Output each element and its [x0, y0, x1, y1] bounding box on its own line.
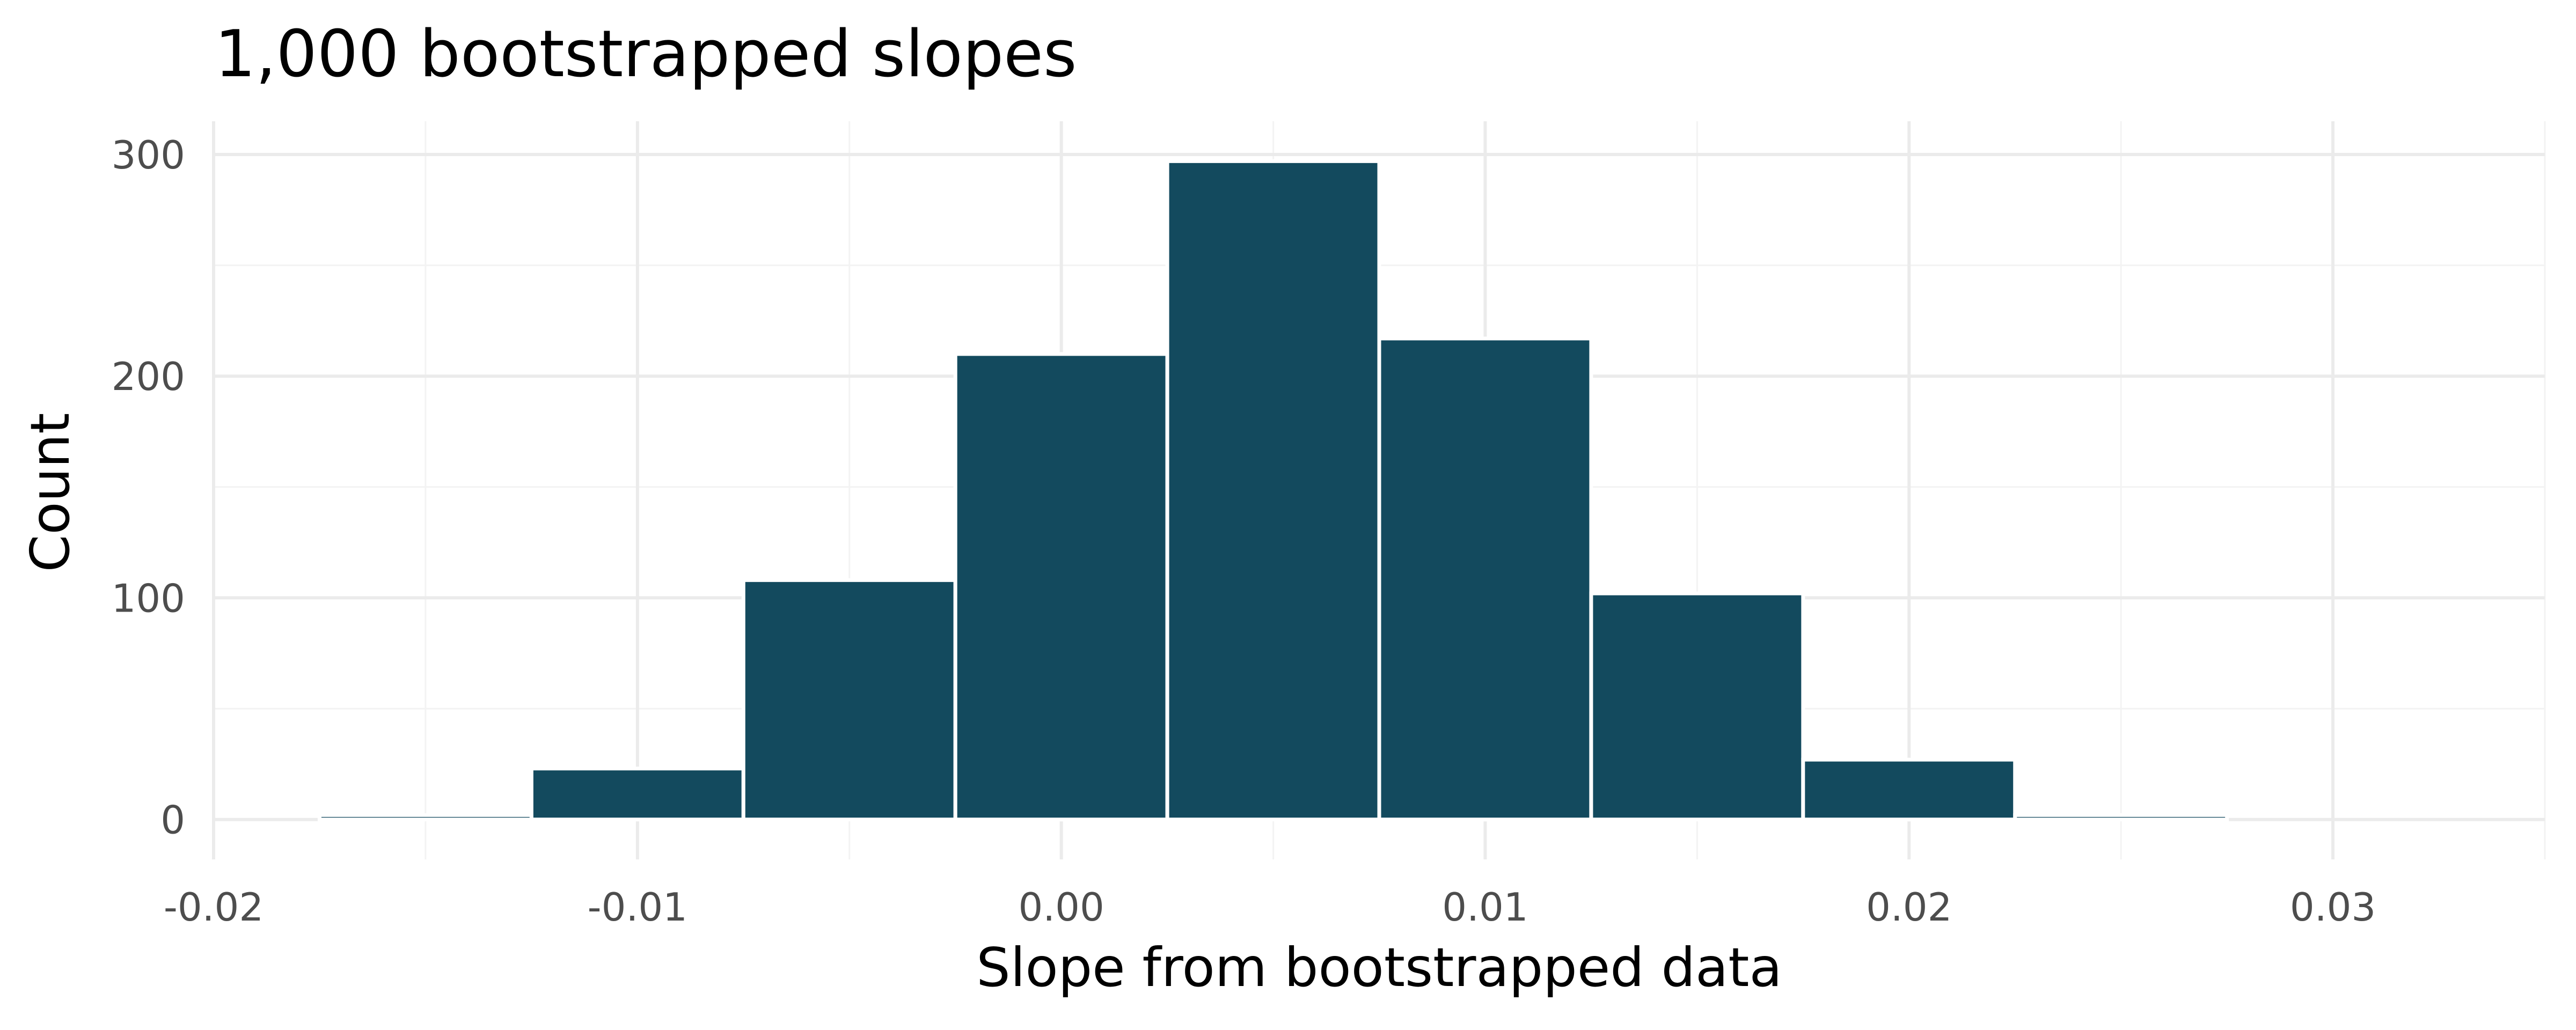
x-tick-label: -0.01 — [588, 885, 687, 930]
histogram-bars — [317, 159, 2229, 822]
y-axis-ticks: 0 100 200 300 — [112, 133, 185, 843]
y-tick-label: 100 — [112, 576, 185, 621]
y-tick-label: 300 — [112, 133, 185, 178]
y-tick-label: 200 — [112, 354, 185, 399]
chart-title: 1,000 bootstrapped slopes — [215, 17, 1077, 92]
x-axis-ticks: -0.02 -0.01 0.00 0.01 0.02 0.03 — [164, 885, 2376, 930]
x-tick-label: 0.00 — [1018, 885, 1104, 930]
x-tick-label: 0.01 — [1442, 885, 1528, 930]
x-tick-label: -0.02 — [164, 885, 264, 930]
histogram-bar — [1377, 336, 1593, 822]
histogram-bar — [317, 813, 533, 822]
y-axis-title: Count — [19, 413, 82, 572]
x-tick-label: 0.02 — [1866, 885, 1952, 930]
histogram-bar — [741, 578, 957, 822]
x-tick-label: 0.03 — [2290, 885, 2376, 930]
x-axis-title: Slope from bootstrapped data — [976, 936, 1782, 999]
histogram-bar — [1589, 591, 1805, 822]
histogram-bar — [2013, 813, 2229, 822]
histogram-bar — [529, 767, 745, 822]
histogram-bar — [1165, 159, 1381, 822]
y-tick-label: 0 — [160, 798, 185, 843]
histogram-bar — [953, 352, 1169, 822]
histogram-bar — [1801, 757, 2017, 822]
